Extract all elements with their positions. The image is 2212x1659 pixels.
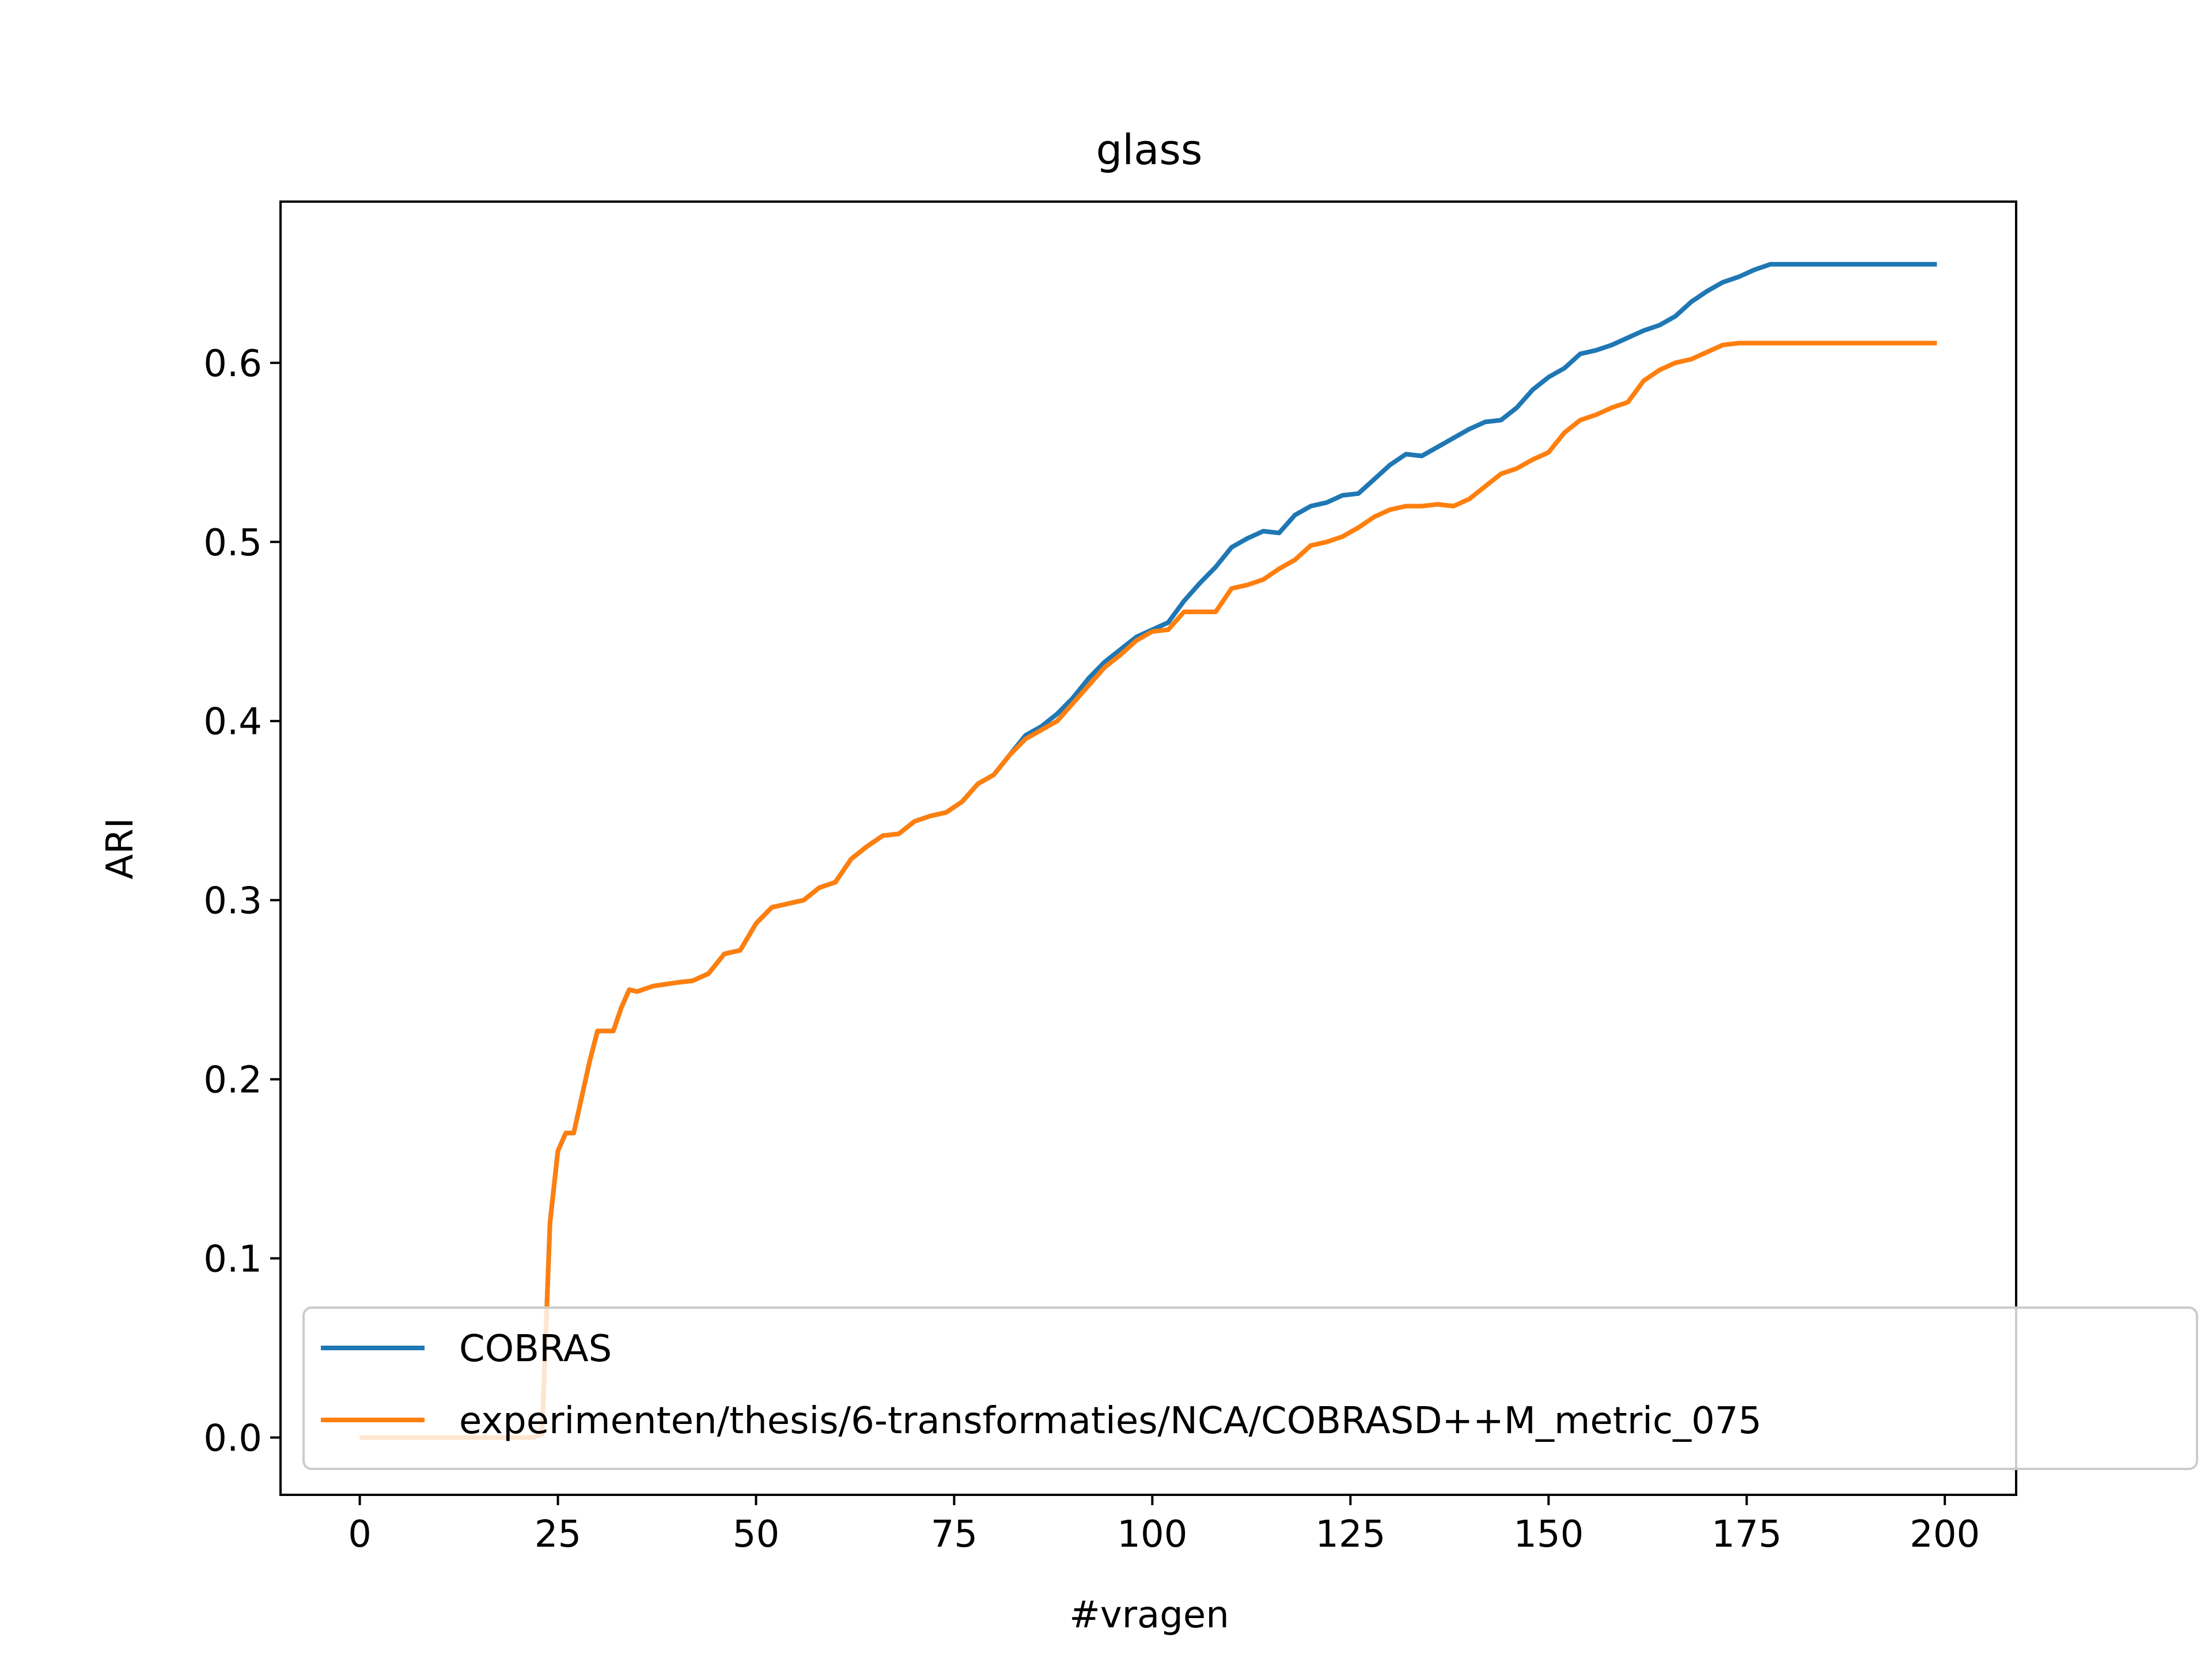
plot-lines <box>359 262 1937 1440</box>
x-tick-label: 125 <box>1315 1513 1385 1556</box>
series-line-1 <box>359 340 1937 1440</box>
x-tick-label: 150 <box>1513 1513 1584 1556</box>
x-tick-label: 25 <box>535 1513 581 1556</box>
x-tick-label: 50 <box>733 1513 779 1556</box>
y-tick-label: 0.3 <box>203 880 262 923</box>
legend-label-cobrasd-metric: experimenten/thesis/6-transformaties/NCA… <box>459 1400 1762 1442</box>
y-tick-label: 0.5 <box>203 522 262 565</box>
y-tick-label: 0.1 <box>203 1238 262 1281</box>
x-tick-label: 0 <box>348 1513 372 1556</box>
y-axis-ticks: 0.0 0.1 0.2 0.3 0.4 0.5 0.6 <box>203 343 281 1460</box>
y-tick-label: 0.0 <box>203 1417 262 1460</box>
x-tick-label: 75 <box>931 1513 978 1556</box>
x-tick-label: 100 <box>1117 1513 1187 1556</box>
y-axis-label: ARI <box>99 817 142 879</box>
chart-title: glass <box>1096 126 1203 174</box>
y-tick-label: 0.2 <box>203 1059 262 1102</box>
x-tick-label: 175 <box>1711 1513 1782 1556</box>
legend: COBRAS experimenten/thesis/6-transformat… <box>302 1306 2198 1470</box>
x-axis-label: #vragen <box>1069 1594 1229 1637</box>
plot-area-frame <box>279 200 2017 1496</box>
y-tick-label: 0.6 <box>203 343 262 385</box>
legend-box <box>302 1306 2198 1470</box>
x-tick-label: 200 <box>1910 1513 1980 1556</box>
x-axis-ticks: 0 25 50 75 100 125 150 175 200 <box>348 1495 1980 1556</box>
legend-label-cobras: COBRAS <box>459 1328 612 1370</box>
y-tick-label: 0.4 <box>203 701 262 744</box>
